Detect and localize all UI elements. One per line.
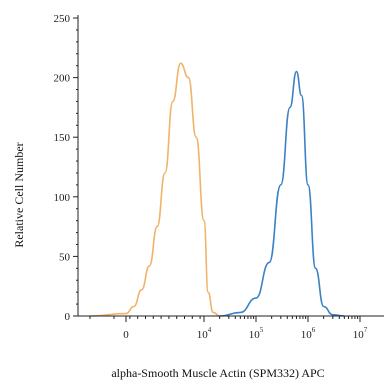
y-tick-label: 50	[59, 251, 71, 263]
x-tick-base: 10	[249, 329, 261, 341]
x-tick-exponent: 6	[312, 326, 316, 334]
x-axis-title: alpha-Smooth Muscle Actin (SPM332) APC	[111, 366, 324, 380]
plot-area	[89, 62, 345, 317]
y-tick-label: 200	[54, 73, 71, 85]
x-axis: 0 104 105 106 107	[78, 315, 384, 341]
y-axis-title: Relative Cell Number	[12, 142, 26, 247]
x-tick-label: 107	[353, 326, 368, 341]
x-tick-label: 0	[123, 329, 129, 341]
y-tick-label: 100	[54, 192, 71, 204]
histogram-series-1	[89, 62, 220, 317]
y-tick-label: 0	[65, 311, 71, 323]
y-tick-label: 150	[54, 132, 71, 144]
y-tick-label: 250	[54, 13, 71, 25]
x-tick-label: 106	[301, 326, 316, 341]
x-tick-base: 10	[301, 329, 313, 341]
y-axis: 0 50 100 150 200 250	[54, 13, 79, 323]
x-tick-base: 0	[123, 329, 129, 341]
x-tick-exponent: 5	[260, 326, 264, 334]
histogram-series-2	[219, 70, 345, 317]
x-tick-label: 105	[249, 326, 264, 341]
x-tick-label: 104	[197, 326, 212, 341]
x-tick-exponent: 4	[208, 326, 212, 334]
x-tick-base: 10	[197, 329, 209, 341]
x-tick-exponent: 7	[364, 326, 368, 334]
x-tick-base: 10	[353, 329, 365, 341]
